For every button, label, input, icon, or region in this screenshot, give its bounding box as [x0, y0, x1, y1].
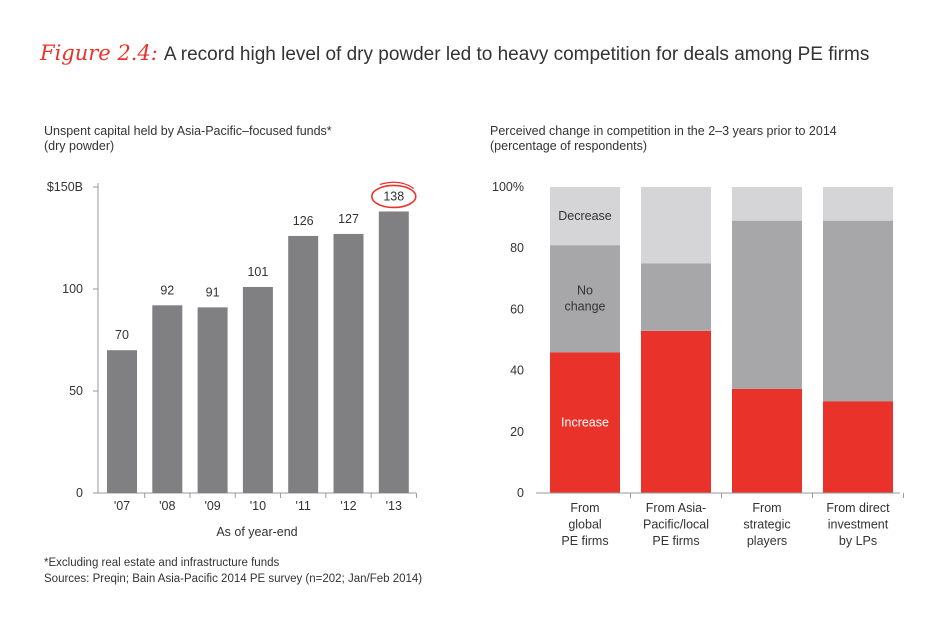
stacked-bar-segment	[641, 330, 711, 493]
x-tick-label: '13	[386, 499, 402, 513]
bar-value-label: 70	[115, 328, 129, 342]
y-tick-label: 100%	[492, 180, 524, 194]
bar	[152, 305, 183, 493]
bar	[333, 233, 364, 494]
figure-label: Figure 2.4:	[40, 41, 158, 65]
x-tick-label: players	[747, 534, 787, 548]
stacked-bar-segment	[550, 245, 620, 353]
x-tick-label: '09	[204, 499, 220, 513]
bar-value-label: 126	[293, 214, 314, 228]
segment-label: Increase	[561, 416, 609, 430]
right-chart-subtitle: Perceived change in competition in the 2…	[490, 124, 837, 154]
x-tick-label: by LPs	[839, 534, 877, 548]
segment-label: change	[564, 300, 605, 314]
y-tick-label: 0	[76, 486, 83, 500]
bar-value-label: 138	[383, 189, 404, 203]
left-chart-subtitle-line2: (dry powder)	[44, 139, 115, 153]
left-chart-subtitle-line1: Unspent capital held by Asia-Pacific–foc…	[44, 124, 332, 138]
x-tick-label: PE firms	[652, 534, 699, 548]
y-tick-label: 60	[510, 302, 524, 316]
stacked-bar-segment	[823, 401, 893, 493]
x-tick-label: PE firms	[561, 534, 608, 548]
highlight-circle	[370, 184, 417, 209]
stacked-bar-segment	[823, 187, 893, 221]
x-tick-label: '10	[250, 499, 266, 513]
x-tick-label: From	[752, 501, 781, 515]
x-tick-label: From Asia-	[646, 501, 706, 515]
x-tick-label: '12	[340, 499, 356, 513]
segment-label: No	[577, 284, 593, 298]
right-chart-subtitle-line2: (percentage of respondents)	[490, 139, 648, 153]
left-chart-subtitle: Unspent capital held by Asia-Pacific–foc…	[44, 124, 332, 154]
footnote: *Excluding real estate and infrastructur…	[44, 557, 280, 569]
bar	[378, 211, 409, 494]
y-tick-label: 100	[62, 282, 83, 296]
x-tick-label: Pacific/local	[643, 518, 709, 532]
y-tick-label: $150B	[47, 180, 83, 194]
x-tick-label: '11	[296, 499, 311, 513]
stacked-bar-segment	[550, 187, 620, 246]
figure-title-text: A record high level of dry powder led to…	[163, 44, 870, 65]
stacked-bar-segment	[641, 187, 711, 264]
y-tick-label: 80	[510, 241, 524, 255]
bar	[242, 286, 273, 493]
stacked-bar-segment	[641, 263, 711, 331]
x-tick-label: strategic	[743, 518, 790, 532]
y-tick-label: 40	[510, 364, 524, 378]
x-tick-label: '07	[114, 499, 130, 513]
x-tick-label: '08	[159, 499, 175, 513]
bar	[107, 350, 137, 493]
bar-value-label: 92	[160, 283, 174, 297]
bar	[288, 235, 319, 493]
bar	[197, 307, 228, 493]
x-tick-label: From	[570, 501, 599, 515]
stacked-bar-segment	[732, 187, 802, 221]
bar-value-label: 101	[247, 265, 268, 279]
segment-label: Decrease	[558, 209, 612, 223]
highlight-stroke	[379, 181, 415, 189]
bar-value-label: 127	[338, 212, 359, 226]
y-tick-label: 20	[510, 425, 524, 439]
stacked-bar-segment	[732, 220, 802, 389]
y-tick-label: 50	[69, 384, 83, 398]
stacked-bar-segment	[550, 352, 620, 493]
x-axis-title: As of year-end	[216, 525, 297, 539]
x-tick-label: From direct	[826, 501, 890, 515]
x-tick-label: investment	[828, 518, 889, 532]
right-chart-subtitle-line1: Perceived change in competition in the 2…	[490, 124, 837, 138]
sources: Sources: Preqin; Bain Asia-Pacific 2014 …	[44, 573, 423, 585]
bar-value-label: 91	[206, 285, 220, 299]
figure-title: Figure 2.4: A record high level of dry po…	[40, 41, 869, 66]
stacked-bar-segment	[823, 220, 893, 402]
x-tick-label: global	[568, 518, 601, 532]
y-tick-label: 0	[517, 486, 524, 500]
stacked-bar-segment	[732, 388, 802, 493]
